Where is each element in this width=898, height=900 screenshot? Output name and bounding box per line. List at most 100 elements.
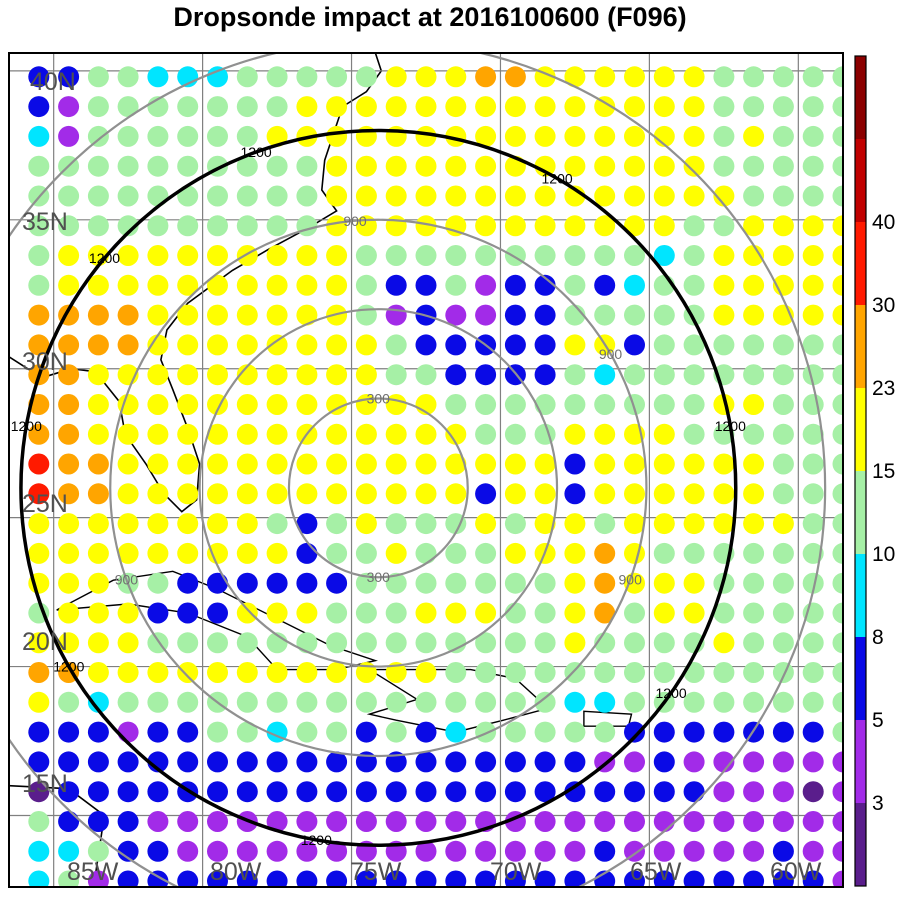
impact-dot (326, 215, 348, 237)
impact-dot (266, 66, 288, 88)
impact-dot (534, 304, 556, 326)
impact-dot (117, 721, 139, 743)
colorbar-tick-label: 5 (872, 709, 884, 732)
impact-dot (236, 245, 258, 266)
impact-dot (683, 751, 705, 773)
impact-dot (445, 811, 467, 832)
lat-label-20n: 20N (22, 628, 68, 656)
impact-dot (326, 811, 348, 832)
impact-dot (892, 186, 898, 207)
impact-dot (802, 423, 824, 445)
impact-dot (385, 632, 407, 654)
impact-dot (147, 364, 169, 386)
impact-dot (653, 334, 675, 356)
impact-dot (683, 125, 705, 147)
impact-dot (624, 572, 645, 594)
impact-dot (683, 334, 705, 356)
impact-dot (266, 155, 288, 177)
impact-dot (326, 751, 348, 773)
impact-dot (28, 453, 50, 475)
impact-dot (266, 483, 288, 505)
impact-dot (415, 513, 437, 535)
impact-dot (445, 483, 467, 505)
impact-dot (355, 66, 377, 88)
colorbar-segment (855, 56, 866, 139)
impact-dot (534, 840, 556, 862)
impact-dot (802, 245, 824, 266)
impact-dot (594, 662, 616, 683)
impact-dot (355, 304, 377, 326)
impact-dot (385, 245, 407, 266)
impact-dot (28, 304, 50, 326)
impact-dot (683, 364, 705, 386)
impact-dot (475, 125, 497, 147)
impact-dot (87, 274, 109, 296)
impact-dot (743, 662, 765, 683)
impact-dot (713, 632, 735, 654)
lon-label-65w: 65W (630, 858, 682, 886)
impact-dot (177, 870, 199, 887)
impact-dot (802, 811, 824, 832)
impact-dot (713, 870, 735, 887)
impact-dot (326, 245, 348, 266)
impact-dot (504, 483, 526, 505)
impact-dot (743, 334, 765, 356)
impact-dot (624, 811, 645, 832)
impact-dot (207, 870, 228, 887)
impact-dot (653, 513, 675, 535)
impact-dot (385, 602, 407, 624)
ring-label: 900 (115, 572, 139, 588)
impact-dot (832, 811, 843, 832)
impact-dot (475, 483, 497, 505)
impact-dot (296, 185, 318, 207)
impact-dot (683, 811, 705, 832)
impact-dot (534, 602, 556, 624)
impact-dot (266, 334, 288, 356)
impact-dot (177, 394, 199, 415)
impact-dot (743, 513, 765, 535)
impact-dot (58, 691, 80, 713)
impact-dot (415, 274, 437, 296)
impact-dot (802, 364, 824, 386)
figure-title: Dropsonde impact at 2016100600 (F096) (173, 2, 687, 32)
impact-dot (475, 394, 497, 415)
impact-dot (415, 155, 437, 177)
impact-dot (475, 781, 497, 803)
impact-dot (772, 215, 794, 237)
impact-dot (117, 245, 139, 266)
impact-dot (236, 155, 258, 177)
impact-dot (207, 364, 228, 386)
impact-dot (445, 513, 467, 535)
impact-dot (326, 453, 348, 475)
impact-dot (892, 483, 898, 504)
impact-dot (504, 721, 526, 743)
impact-dot (177, 453, 199, 475)
impact-dot (445, 781, 467, 803)
impact-dot (892, 573, 898, 594)
impact-dot (683, 483, 705, 505)
lat-label-30n: 30N (22, 348, 68, 376)
impact-dot (58, 66, 80, 88)
impact-dot (475, 304, 497, 326)
impact-dot (624, 274, 645, 296)
impact-dot (713, 691, 735, 713)
impact-dot (296, 215, 318, 237)
impact-dot (743, 185, 765, 207)
impact-dot (832, 691, 843, 713)
impact-dot (504, 662, 526, 683)
impact-dot (892, 841, 898, 862)
impact-dot (504, 542, 526, 564)
impact-dot (743, 364, 765, 386)
impact-dot (117, 513, 139, 535)
impact-dot (772, 840, 794, 862)
impact-dot (475, 602, 497, 624)
impact-dot (326, 572, 348, 594)
impact-dot (683, 513, 705, 535)
impact-dot (445, 155, 467, 177)
impact-dot (743, 602, 765, 624)
impact-dot (117, 304, 139, 326)
impact-dot (594, 781, 616, 803)
impact-dot (415, 125, 437, 147)
impact-dot (475, 453, 497, 475)
